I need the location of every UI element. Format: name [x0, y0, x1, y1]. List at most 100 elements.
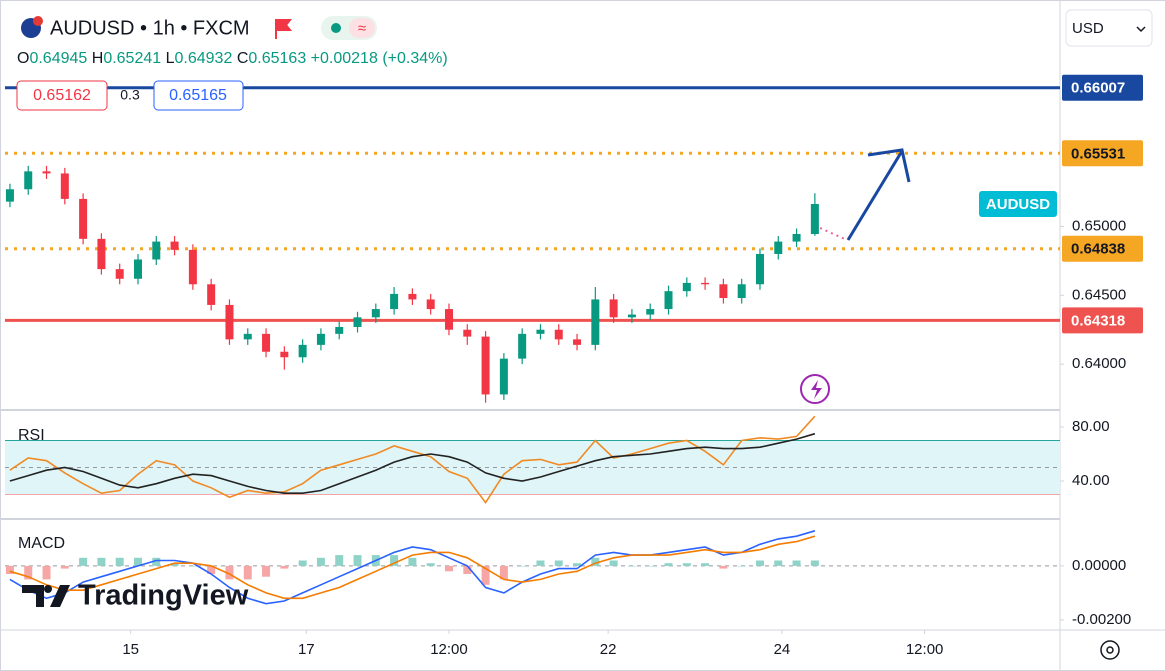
macd-bar	[5, 565, 14, 574]
currency-dropdown[interactable]	[1065, 9, 1153, 47]
macd-bar	[737, 565, 746, 567]
macd-bar	[591, 557, 600, 566]
macd-bar	[225, 565, 234, 580]
candle-body	[408, 293, 417, 300]
watermark-logo	[22, 585, 70, 607]
macd-bar	[79, 557, 88, 566]
change-percent: (+0.34%)	[382, 50, 447, 67]
macd-bar	[60, 565, 69, 569]
rsi-line	[9, 432, 816, 494]
symbol-tag	[979, 191, 1057, 217]
macd-bar	[24, 565, 33, 580]
macd-bar	[207, 565, 216, 574]
candle-body	[536, 329, 545, 334]
y-tick-label: -0.00200	[1072, 611, 1131, 628]
spread: 0.3	[120, 87, 140, 103]
level-label: 0.64838	[1071, 241, 1125, 258]
candle-body	[609, 299, 618, 318]
ohlc-value: 0.65241	[103, 50, 161, 67]
candle-body	[646, 309, 655, 315]
candle-body	[316, 333, 325, 345]
macd-line	[9, 535, 816, 600]
candle-body	[499, 358, 508, 395]
buy-box[interactable]	[153, 80, 244, 111]
candle-body	[262, 333, 271, 352]
macd-bar	[335, 555, 344, 566]
x-tick-label: 15	[122, 641, 139, 658]
ohlc: O0.64945 H0.65241 L0.64932 C0.65163 +0.0…	[17, 50, 448, 67]
candle-body	[774, 241, 783, 254]
settings-icon	[1106, 646, 1114, 654]
macd-pane	[5, 530, 1060, 605]
macd-bar	[554, 560, 563, 566]
y-tick-label: 0.65000	[1072, 217, 1126, 234]
ohlc-label: O	[17, 50, 29, 67]
sell-box[interactable]	[16, 80, 108, 111]
dropdown-caret	[1136, 26, 1146, 33]
projection-dots	[819, 227, 848, 241]
candle-body	[97, 238, 106, 270]
candle-body	[664, 291, 673, 310]
macd-bar	[810, 560, 819, 566]
settings-icon[interactable]	[1100, 640, 1120, 660]
y-tick-label: 40.00	[1072, 472, 1110, 489]
axes: 0.65000 0.64500 0.64000 0.66007 0.65531 0.648…	[122, 74, 1143, 658]
arrow-drawing	[846, 148, 911, 241]
macd-bar	[719, 565, 728, 569]
rsi-band	[5, 440, 1060, 495]
ohlc-value: 0.64932	[175, 50, 233, 67]
flag-icon	[33, 16, 43, 26]
currency: USD	[1072, 20, 1104, 37]
level-tag	[1062, 74, 1143, 101]
macd-bar	[646, 565, 655, 567]
candle-body	[188, 249, 197, 285]
pane-title: RSI	[18, 427, 45, 444]
macd-bar	[792, 560, 801, 566]
candle-body	[591, 299, 600, 345]
macd-bar	[518, 565, 527, 567]
y-tick-label: 0.64000	[1072, 355, 1126, 372]
candle-body	[810, 203, 819, 235]
buy-price: 0.65165	[169, 87, 227, 104]
flag-marker	[275, 19, 293, 39]
macd-bar	[97, 557, 106, 566]
candle-body	[737, 284, 746, 299]
macd-bar	[188, 565, 197, 567]
macd-bar	[444, 565, 453, 572]
candle-body	[755, 253, 764, 285]
ohlc-label: H	[92, 50, 104, 67]
candle-body	[554, 329, 563, 340]
candle-body	[42, 171, 51, 174]
candle-body	[133, 259, 142, 279]
status-icon: ≈	[358, 20, 366, 37]
macd-bar	[133, 557, 142, 566]
macd-bar	[262, 565, 271, 577]
macd-bar	[499, 565, 508, 580]
candle-body	[207, 284, 216, 305]
symbol-title: AUDUSD • 1h • FXCM	[50, 17, 250, 39]
candle-body	[60, 173, 69, 199]
candle-body	[371, 309, 380, 318]
candle-body	[390, 293, 399, 310]
macd-bar	[755, 560, 764, 566]
watermark: TradingView	[78, 580, 249, 612]
macd-bar	[682, 563, 691, 566]
candle-body	[243, 333, 252, 340]
ohlc-value: 0.64945	[29, 50, 87, 67]
macd-bar	[463, 565, 472, 574]
macd-bar	[408, 557, 417, 566]
candle-body	[682, 282, 691, 292]
x-tick-label: 12:00	[906, 641, 944, 658]
candle-body	[463, 329, 472, 337]
macd-bar	[536, 560, 545, 566]
rsi-line	[9, 415, 816, 504]
change: +0.00218	[311, 50, 378, 67]
candle-body	[280, 351, 289, 358]
x-tick-label: 17	[298, 641, 315, 658]
candle-body	[5, 189, 14, 202]
y-tick-label: 80.00	[1072, 418, 1110, 435]
macd-bar	[316, 557, 325, 566]
level-label: 0.64318	[1071, 312, 1125, 329]
